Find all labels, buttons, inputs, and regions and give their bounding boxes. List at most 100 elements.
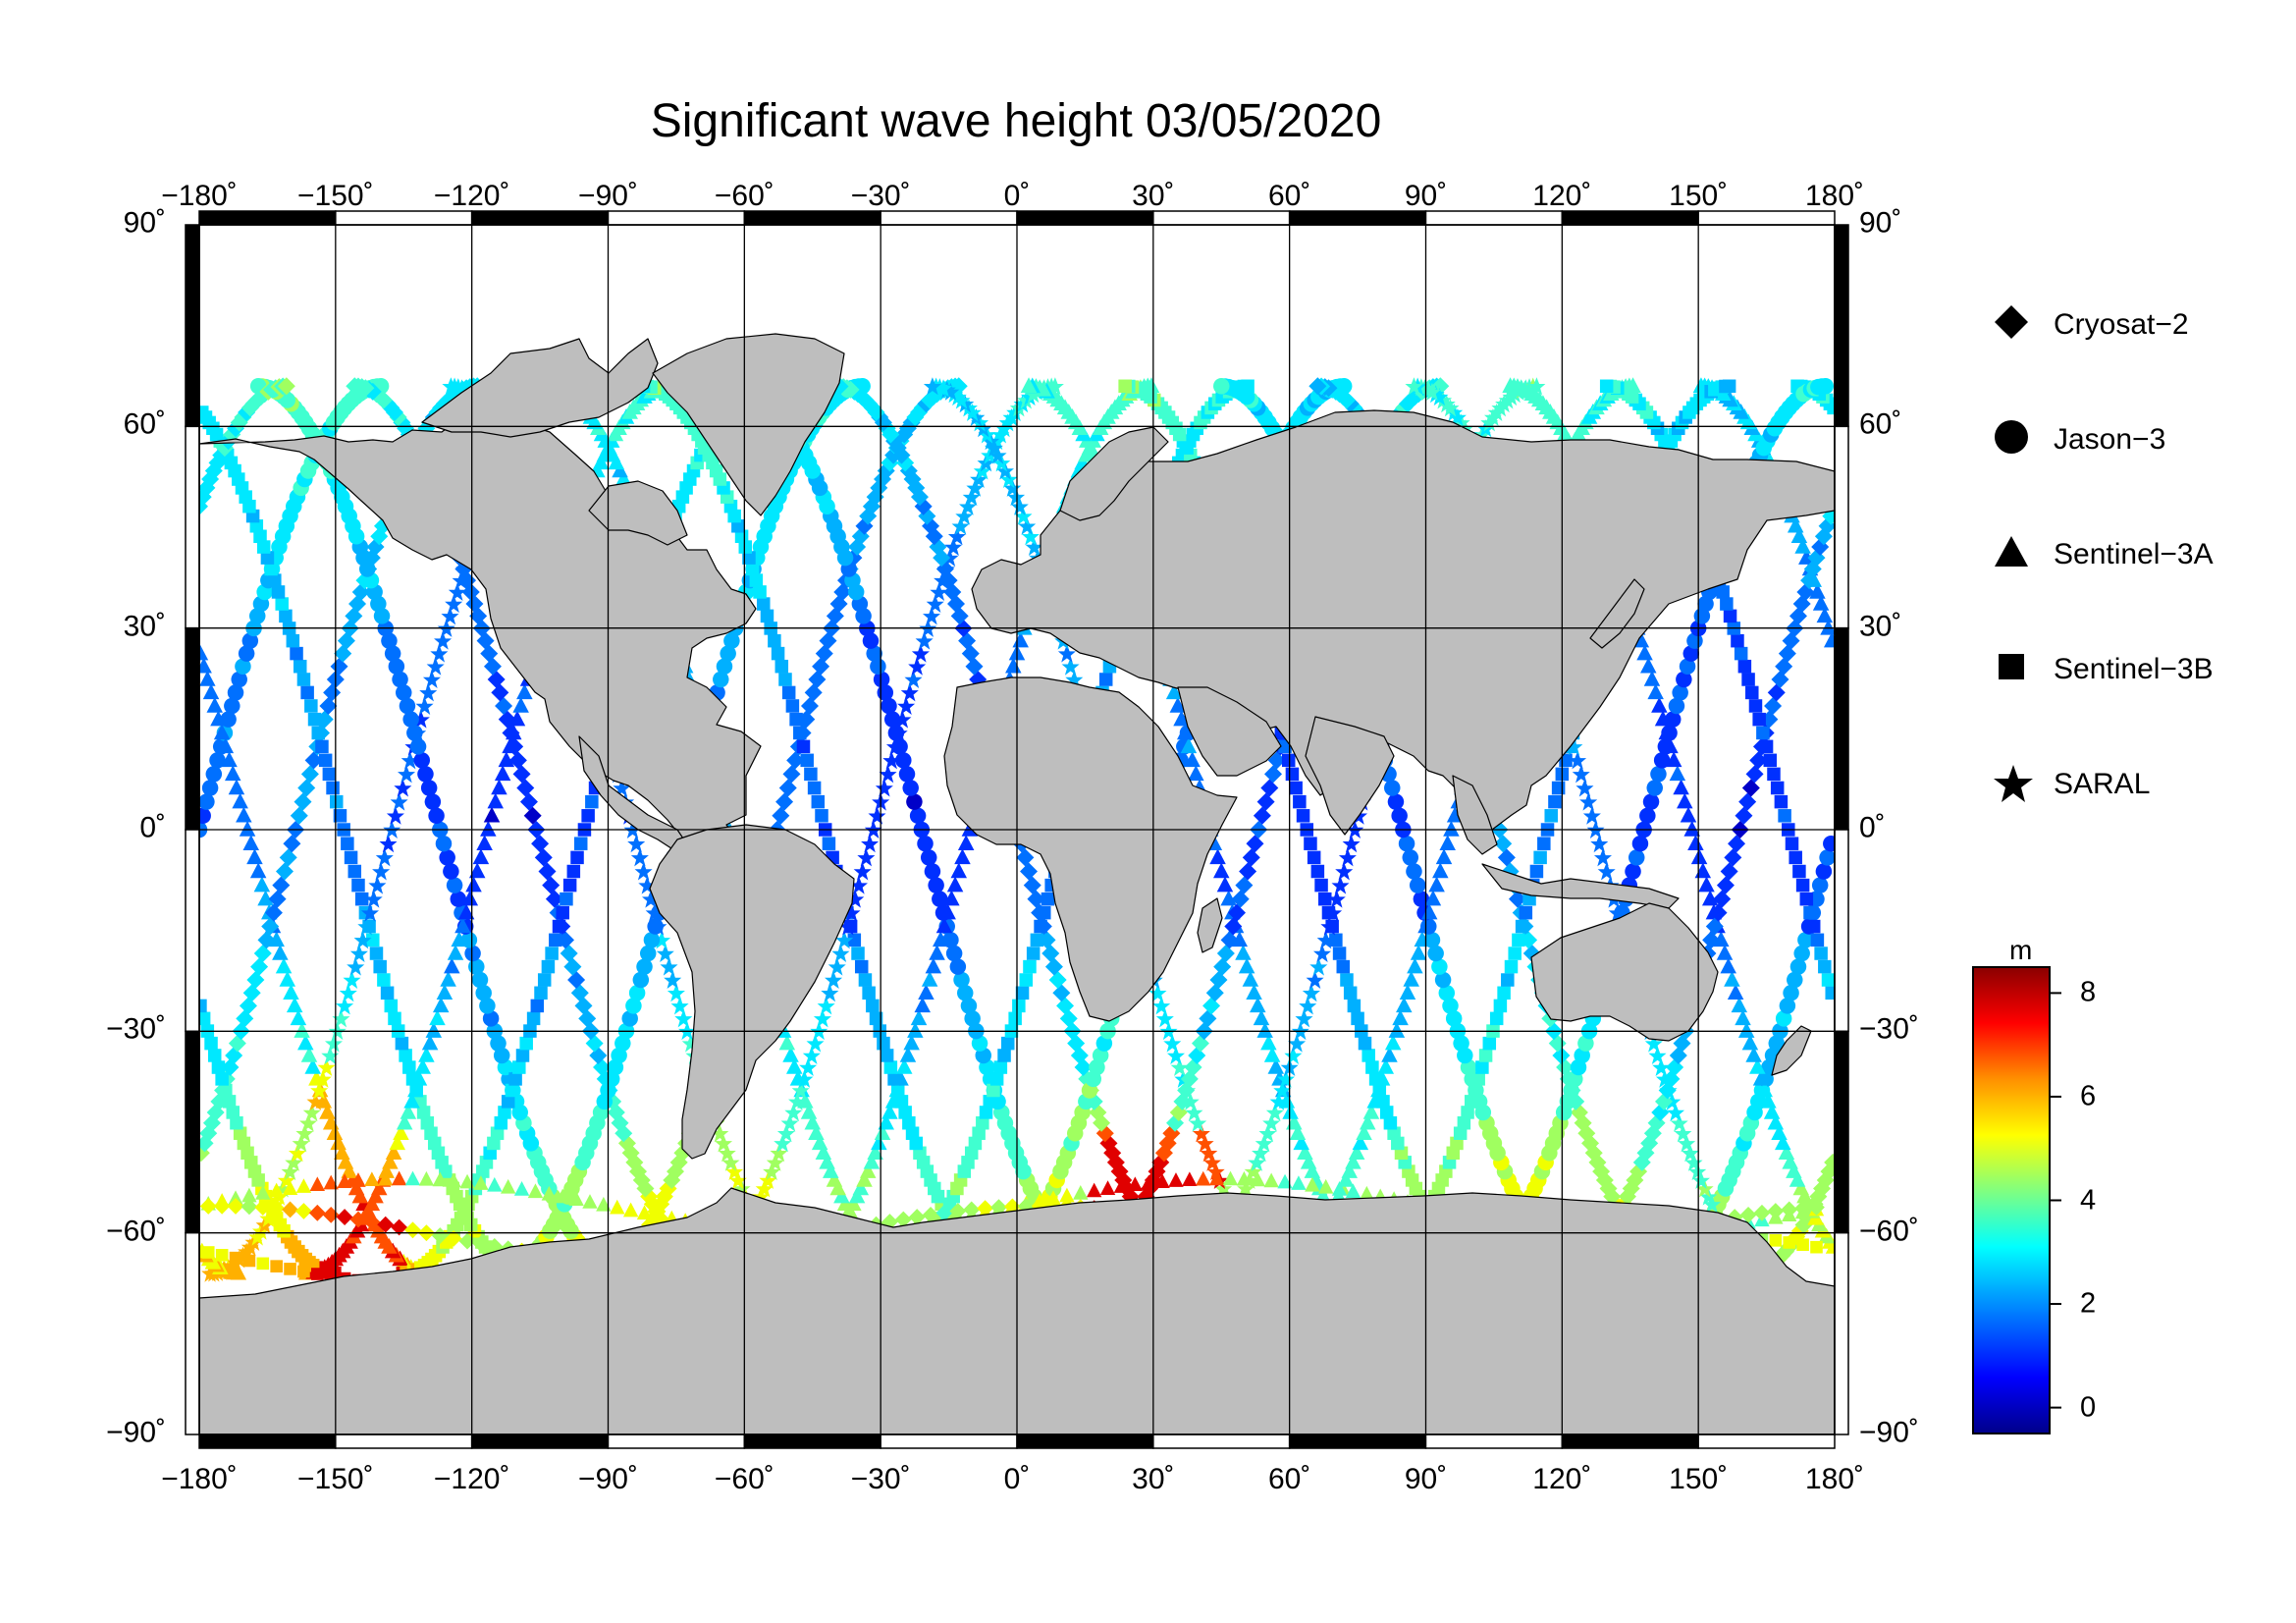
track-sample-diamond (1794, 1200, 1812, 1217)
track-sample-star (1202, 1153, 1221, 1171)
track-sample-square (237, 1136, 251, 1151)
track-sample-star (755, 1179, 774, 1198)
track-sample-circle (960, 998, 978, 1014)
track-sample-star (1206, 1163, 1225, 1181)
track-sample-triangle (465, 876, 482, 893)
track-sample-diamond (965, 657, 984, 676)
frame-bar-left (185, 224, 200, 428)
track-sample-star (1170, 1058, 1189, 1077)
track-sample-star (999, 470, 1018, 489)
track-sample-square (1814, 947, 1828, 960)
track-sample-circle (1398, 835, 1415, 852)
track-sample-circle (471, 971, 489, 989)
track-sample-square (573, 837, 588, 850)
track-sample-triangle (459, 1173, 475, 1189)
track-sample-square (395, 1036, 409, 1051)
track-sample-triangle (1724, 971, 1740, 987)
track-sample-star (1248, 1153, 1266, 1171)
track-sample-triangle (888, 1081, 906, 1098)
track-sample-circle (205, 766, 223, 783)
track-sample-star (1688, 1163, 1707, 1181)
track-sample-diamond (1017, 1198, 1035, 1215)
track-sample-star (1189, 1113, 1207, 1132)
track-sample-square (1551, 781, 1566, 795)
track-sample-triangle (1260, 1034, 1277, 1051)
track-sample-star (656, 945, 674, 963)
track-sample-square (1825, 986, 1835, 1001)
track-sample-triangle (612, 461, 628, 478)
track-sample-circle (1789, 958, 1807, 975)
track-sample-diamond (295, 1203, 312, 1219)
track-sample-square (1478, 1049, 1493, 1062)
track-sample-circle (450, 891, 467, 907)
track-sample-triangle (1716, 945, 1734, 960)
track-sample-diamond (563, 957, 582, 976)
track-sample-triangle (400, 1103, 417, 1119)
track-sample-diamond (815, 644, 833, 663)
track-sample-star (780, 1113, 799, 1132)
track-sample-triangle (498, 751, 515, 768)
track-sample-triangle (1377, 1058, 1395, 1074)
track-sample-triangle (1073, 1185, 1089, 1200)
track-sample-square (804, 767, 818, 782)
track-sample-triangle (527, 1183, 544, 1199)
track-sample-square (222, 1095, 237, 1109)
track-sample-triangle (446, 1172, 461, 1188)
track-sample-diamond (282, 1201, 298, 1218)
track-sample-square (1482, 1036, 1497, 1051)
track-sample-triangle (282, 1180, 298, 1195)
track-sample-star (419, 683, 438, 702)
track-sample-triangle (1348, 1144, 1365, 1161)
track-sample-diamond (1709, 903, 1728, 922)
track-sample-circle (1628, 849, 1645, 866)
arctic-islands (421, 338, 659, 438)
track-sample-triangle (1796, 1187, 1813, 1204)
frame-bar-bottom (743, 1434, 881, 1449)
track-sample-circle (384, 645, 401, 662)
longitude-label-bottom: −30˚ (850, 1463, 911, 1495)
track-sample-triangle (461, 890, 479, 906)
track-sample-star (1192, 1124, 1210, 1143)
track-sample-triangle (918, 984, 934, 1001)
track-sample-diamond (483, 657, 502, 676)
track-sample-triangle (300, 1046, 318, 1062)
track-sample-diamond (1508, 890, 1526, 908)
track-sample-diamond (264, 903, 283, 922)
track-sample-circle (224, 697, 240, 715)
track-sample-star (1597, 862, 1616, 881)
legend-label: Sentinel−3B (2054, 653, 2214, 685)
track-sample-diamond (1308, 377, 1327, 396)
track-sample-star (368, 876, 387, 894)
track-sample-square (1493, 999, 1508, 1013)
track-sample-triangle (432, 997, 450, 1013)
track-sample-square (822, 837, 836, 850)
track-sample-diamond (545, 890, 563, 908)
track-sample-diamond (250, 957, 269, 976)
track-sample-diamond (1738, 792, 1757, 811)
track-sample-triangle (1749, 1058, 1766, 1074)
track-sample-star (1265, 1103, 1284, 1121)
track-sample-triangle (389, 1134, 406, 1151)
track-sample-triangle (848, 1187, 866, 1204)
track-sample-star (995, 461, 1014, 480)
track-sample-triangle (371, 1179, 388, 1196)
frame-bar-right (1834, 626, 1849, 831)
track-sample-triangle (614, 470, 632, 486)
track-sample-star (1691, 1170, 1710, 1189)
track-sample-diamond (239, 997, 257, 1015)
track-sample-circle (720, 645, 736, 662)
track-sample-circle (1815, 863, 1833, 880)
track-sample-triangle (957, 835, 975, 850)
track-sample-triangle (1698, 876, 1715, 893)
track-sample-square (552, 919, 566, 934)
track-sample-triangle (1282, 1103, 1299, 1119)
track-sample-star (904, 670, 923, 688)
track-sample-square (229, 1251, 242, 1265)
track-sample-triangle (1020, 377, 1038, 394)
track-sample-star (1295, 1009, 1313, 1028)
track-sample-circle (402, 711, 419, 728)
track-sample-star (1335, 862, 1354, 881)
track-sample-star (660, 957, 678, 976)
track-sample-square (494, 1115, 508, 1130)
track-sample-diamond (1216, 945, 1235, 963)
